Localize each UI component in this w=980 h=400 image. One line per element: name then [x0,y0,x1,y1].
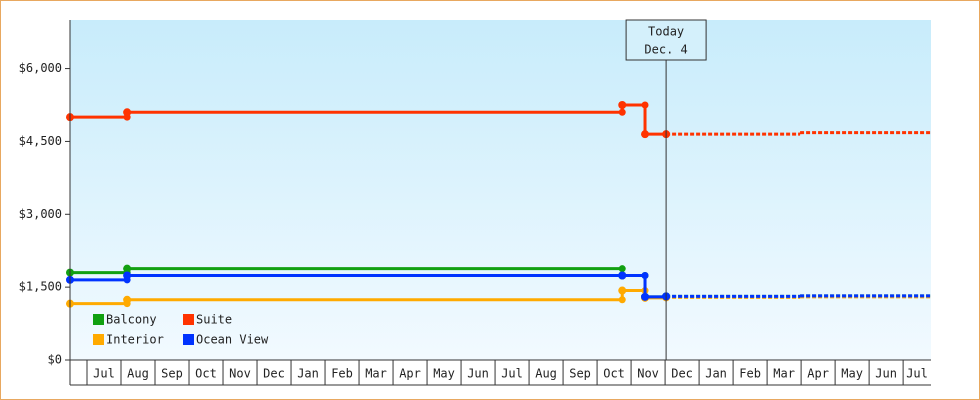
x-tick-label: Feb [331,367,353,381]
price-point-end [641,101,649,109]
legend-label: Suite [196,313,232,327]
x-tick-label: Jul [906,367,928,381]
price-point [123,295,132,304]
x-tick-label: Jun [875,367,897,381]
x-tick-label: Mar [365,367,387,381]
price-point [641,130,650,139]
y-tick-label: $4,500 [19,134,62,148]
today-date: Dec. 4 [644,43,687,57]
x-tick-label: Jan [297,367,319,381]
y-tick-label: $6,000 [19,61,62,75]
legend-label: Balcony [106,313,157,327]
y-tick-label: $3,000 [19,207,62,221]
x-tick-label: Oct [603,367,625,381]
legend-swatch [93,334,104,345]
x-tick-label: May [433,367,455,381]
price-point [123,264,132,273]
x-tick-label: Sep [569,367,591,381]
price-point [123,271,132,280]
y-tick-label: $0 [48,353,62,367]
price-point [618,286,627,295]
legend-label: Interior [106,333,164,347]
price-point [123,108,132,117]
price-point [618,101,627,109]
x-tick-label: Jul [501,367,523,381]
price-point-end [618,108,626,116]
legend-swatch [183,314,194,325]
price-point-end [641,271,649,279]
legend-label: Ocean View [196,333,269,347]
today-box [625,19,707,61]
x-tick-label: Aug [127,367,149,381]
today-label: Today [648,25,684,39]
legend-swatch [183,334,194,345]
x-tick-label: Jan [705,367,727,381]
x-tick-label: Jun [467,367,489,381]
x-tick-label: Sep [161,367,183,381]
price-point [618,271,627,280]
price-point [641,292,650,301]
x-tick-label: Feb [739,367,761,381]
x-tick-label: Aug [535,367,557,381]
x-tick-label: Apr [807,367,829,381]
x-tick-label: Nov [637,367,659,381]
x-tick-label: May [841,367,863,381]
plot-area [70,20,931,360]
x-tick-label: Nov [229,367,251,381]
x-tick-label: Jul [93,367,115,381]
x-tick-label: Dec [671,367,693,381]
x-tick-label: Mar [773,367,795,381]
legend-swatch [93,314,104,325]
x-tick-label: Apr [399,367,421,381]
x-tick-label: Dec [263,367,285,381]
price-point-end [618,265,626,273]
y-tick-label: $1,500 [19,280,62,294]
price-point-end [618,296,626,304]
x-tick-label: Oct [195,367,217,381]
